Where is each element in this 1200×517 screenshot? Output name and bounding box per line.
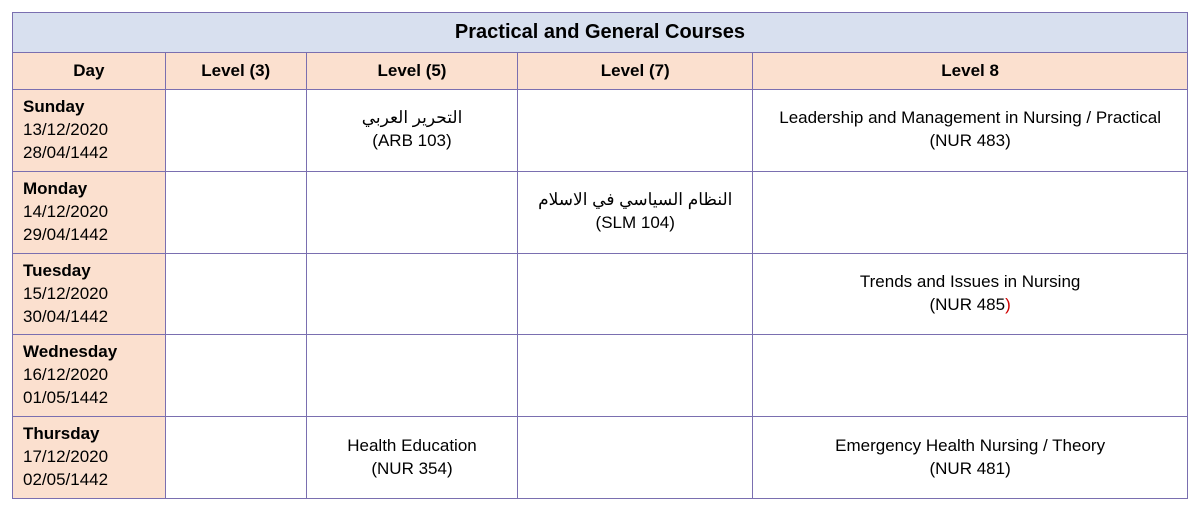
course-title: التحرير العربي — [317, 107, 508, 130]
course-code: (ARB 103) — [317, 130, 508, 153]
course-code-close-paren: ) — [1005, 459, 1011, 478]
table-title: Practical and General Courses — [13, 13, 1188, 53]
course-cell-lvl8: Leadership and Management in Nursing / P… — [753, 90, 1188, 172]
day-name: Tuesday — [23, 260, 155, 283]
col-header-lvl5: Level (5) — [306, 53, 518, 90]
course-cell-lvl3 — [165, 90, 306, 172]
day-cell: Tuesday15/12/202030/04/1442 — [13, 253, 166, 335]
header-row: Day Level (3) Level (5) Level (7) Level … — [13, 53, 1188, 90]
course-code-close-paren: ) — [447, 459, 453, 478]
day-date-hijri: 02/05/1442 — [23, 469, 155, 492]
course-code-value: SLM 104 — [601, 213, 669, 232]
course-cell-lvl5 — [306, 253, 518, 335]
col-header-lvl7: Level (7) — [518, 53, 753, 90]
day-name: Thursday — [23, 423, 155, 446]
table-row: Thursday17/12/202002/05/1442 Health Educa… — [13, 417, 1188, 499]
day-name: Wednesday — [23, 341, 155, 364]
course-cell-lvl7: النظام السياسي في الاسلام(SLM 104) — [518, 171, 753, 253]
course-code-close-paren: ) — [669, 213, 675, 232]
course-cell-lvl8 — [753, 335, 1188, 417]
day-date-hijri: 29/04/1442 — [23, 224, 155, 247]
course-code-value: NUR 483 — [935, 131, 1005, 150]
table-row: Sunday13/12/202028/04/1442 التحرير العربي… — [13, 90, 1188, 172]
course-cell-lvl3 — [165, 417, 306, 499]
day-date-hijri: 30/04/1442 — [23, 306, 155, 329]
day-date-gregorian: 15/12/2020 — [23, 283, 155, 306]
course-cell-lvl8: Trends and Issues in Nursing(NUR 485) — [753, 253, 1188, 335]
course-title: Emergency Health Nursing / Theory — [763, 435, 1177, 458]
course-code: (NUR 354) — [317, 458, 508, 481]
course-code-value: ARB 103 — [378, 131, 446, 150]
day-cell: Wednesday16/12/202001/05/1442 — [13, 335, 166, 417]
course-title: Health Education — [317, 435, 508, 458]
course-cell-lvl8 — [753, 171, 1188, 253]
schedule-table: Practical and General Courses Day Level … — [12, 12, 1188, 499]
day-cell: Monday14/12/202029/04/1442 — [13, 171, 166, 253]
day-date-gregorian: 16/12/2020 — [23, 364, 155, 387]
course-code-value: NUR 481 — [935, 459, 1005, 478]
course-cell-lvl5: التحرير العربي(ARB 103) — [306, 90, 518, 172]
course-cell-lvl5 — [306, 335, 518, 417]
title-row: Practical and General Courses — [13, 13, 1188, 53]
course-code: (NUR 481) — [763, 458, 1177, 481]
course-cell-lvl7 — [518, 335, 753, 417]
course-cell-lvl7 — [518, 417, 753, 499]
col-header-day: Day — [13, 53, 166, 90]
table-row: Monday14/12/202029/04/1442 النظام السياسي… — [13, 171, 1188, 253]
course-code: (SLM 104) — [528, 212, 742, 235]
course-cell-lvl3 — [165, 253, 306, 335]
schedule-body: Sunday13/12/202028/04/1442 التحرير العربي… — [13, 90, 1188, 499]
course-title: Leadership and Management in Nursing / P… — [763, 107, 1177, 130]
course-code-close-paren: ) — [1005, 295, 1011, 314]
course-cell-lvl7 — [518, 253, 753, 335]
col-header-lvl8: Level 8 — [753, 53, 1188, 90]
course-title: Trends and Issues in Nursing — [763, 271, 1177, 294]
course-title: النظام السياسي في الاسلام — [528, 189, 742, 212]
col-header-lvl3: Level (3) — [165, 53, 306, 90]
course-cell-lvl3 — [165, 335, 306, 417]
day-date-gregorian: 13/12/2020 — [23, 119, 155, 142]
day-date-hijri: 01/05/1442 — [23, 387, 155, 410]
course-cell-lvl5 — [306, 171, 518, 253]
course-cell-lvl5: Health Education(NUR 354) — [306, 417, 518, 499]
course-code: (NUR 483) — [763, 130, 1177, 153]
day-name: Monday — [23, 178, 155, 201]
day-date-gregorian: 17/12/2020 — [23, 446, 155, 469]
day-name: Sunday — [23, 96, 155, 119]
day-date-hijri: 28/04/1442 — [23, 142, 155, 165]
table-row: Wednesday16/12/202001/05/1442 — [13, 335, 1188, 417]
course-code: (NUR 485) — [763, 294, 1177, 317]
day-date-gregorian: 14/12/2020 — [23, 201, 155, 224]
course-code-close-paren: ) — [1005, 131, 1011, 150]
course-cell-lvl8: Emergency Health Nursing / Theory(NUR 48… — [753, 417, 1188, 499]
course-code-close-paren: ) — [446, 131, 452, 150]
day-cell: Sunday13/12/202028/04/1442 — [13, 90, 166, 172]
course-cell-lvl3 — [165, 171, 306, 253]
table-row: Tuesday15/12/202030/04/1442 Trends and Is… — [13, 253, 1188, 335]
course-code-value: NUR 354 — [377, 459, 447, 478]
course-code-value: NUR 485 — [935, 295, 1005, 314]
day-cell: Thursday17/12/202002/05/1442 — [13, 417, 166, 499]
course-cell-lvl7 — [518, 90, 753, 172]
